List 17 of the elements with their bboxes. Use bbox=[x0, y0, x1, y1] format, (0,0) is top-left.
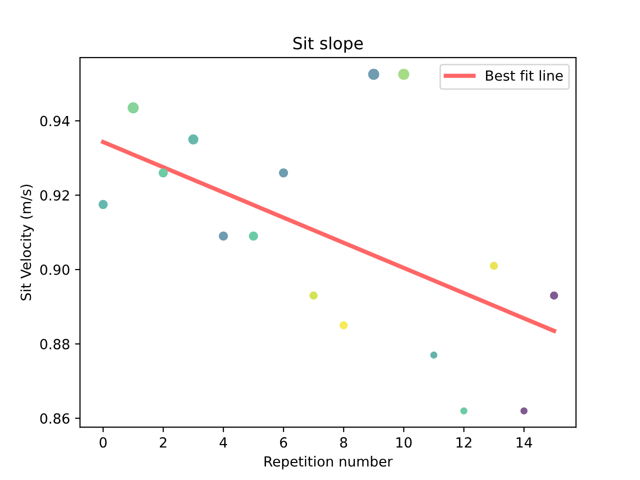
y-axis-title: Sit Velocity (m/s) bbox=[20, 184, 34, 300]
x-tick-label: 8 bbox=[340, 437, 348, 448]
y-tick-label: 0.94 bbox=[40, 116, 70, 126]
x-tick-label: 4 bbox=[220, 437, 228, 448]
x-tick-label: 10 bbox=[396, 437, 412, 448]
x-axis-title: Repetition number bbox=[264, 456, 393, 470]
y-tick-label: 0.90 bbox=[40, 264, 70, 276]
x-tick-label: 12 bbox=[456, 437, 472, 448]
legend-label: Best fit line bbox=[486, 70, 563, 81]
x-tick-label: 6 bbox=[280, 437, 288, 448]
x-tick-label: 2 bbox=[160, 437, 166, 448]
y-tick-label: 0.86 bbox=[40, 413, 70, 424]
x-tick-label: 0 bbox=[100, 437, 107, 448]
chart-title: Sit slope bbox=[293, 36, 363, 53]
x-tick-label: 14 bbox=[516, 437, 532, 448]
y-tick-label: 0.92 bbox=[40, 190, 69, 201]
y-tick-label: 0.88 bbox=[40, 338, 70, 350]
